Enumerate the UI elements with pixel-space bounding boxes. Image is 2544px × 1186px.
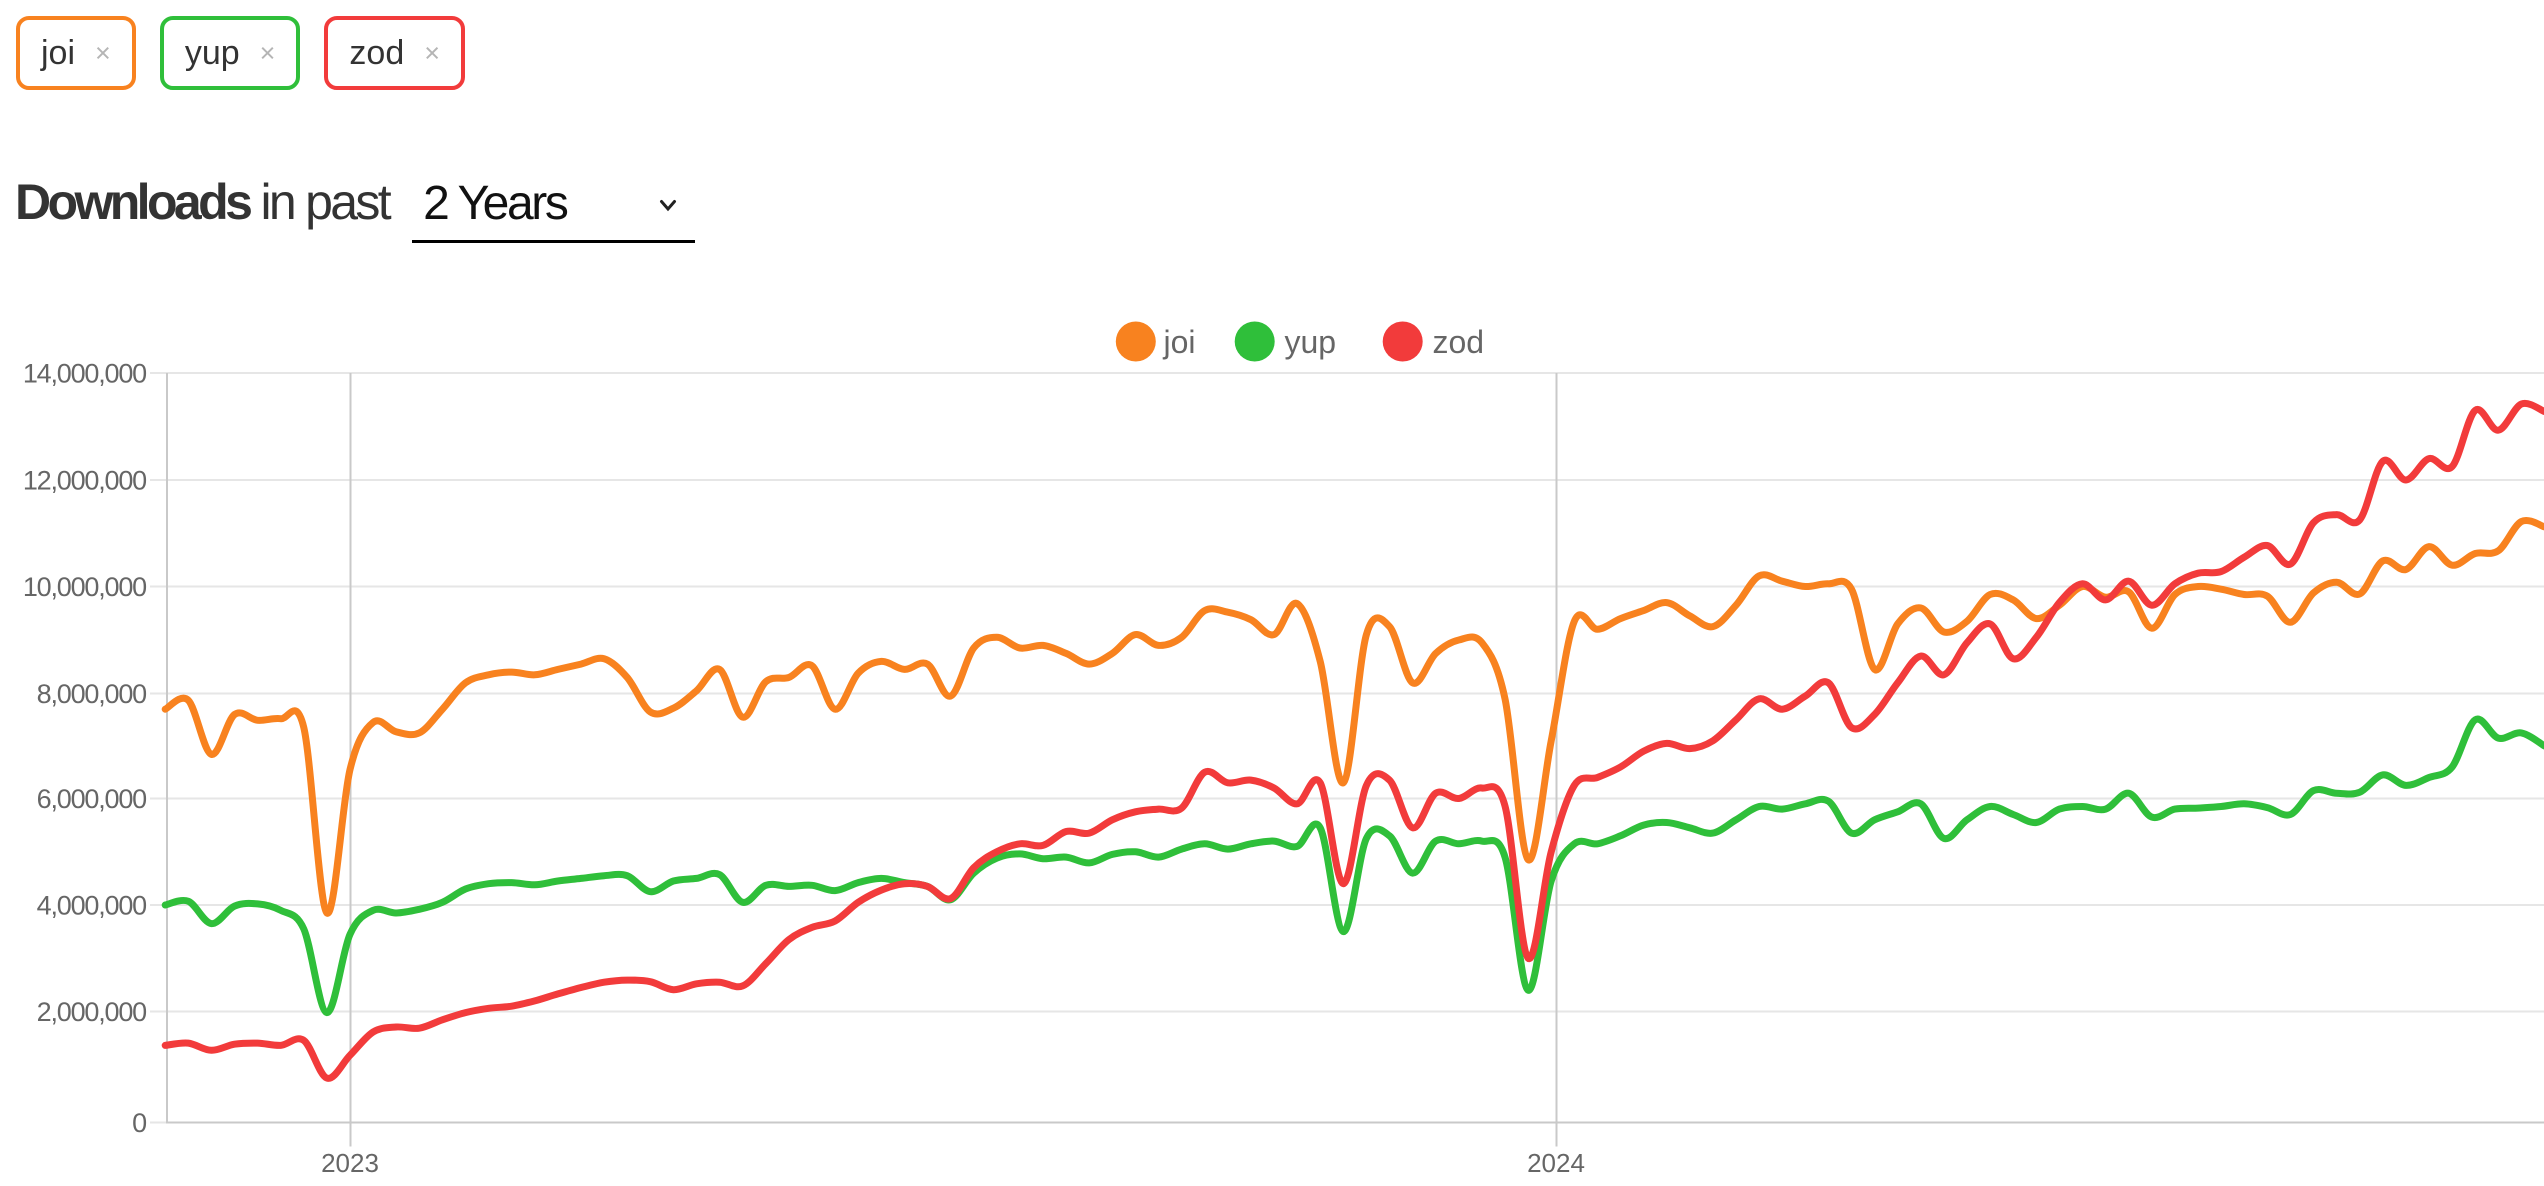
svg-text:8,000,000: 8,000,000 [37, 679, 146, 709]
svg-text:12,000,000: 12,000,000 [23, 466, 146, 496]
svg-text:2,000,000: 2,000,000 [37, 997, 146, 1027]
svg-text:zod: zod [1433, 324, 1485, 360]
svg-text:2024: 2024 [1527, 1148, 1585, 1178]
svg-text:10,000,000: 10,000,000 [23, 572, 146, 602]
svg-text:0: 0 [132, 1108, 146, 1138]
svg-text:yup: yup [1285, 324, 1337, 360]
svg-text:4,000,000: 4,000,000 [37, 891, 146, 921]
svg-text:2023: 2023 [321, 1148, 379, 1178]
svg-text:6,000,000: 6,000,000 [37, 784, 146, 814]
svg-text:joi: joi [1163, 324, 1196, 360]
svg-text:14,000,000: 14,000,000 [23, 359, 146, 389]
